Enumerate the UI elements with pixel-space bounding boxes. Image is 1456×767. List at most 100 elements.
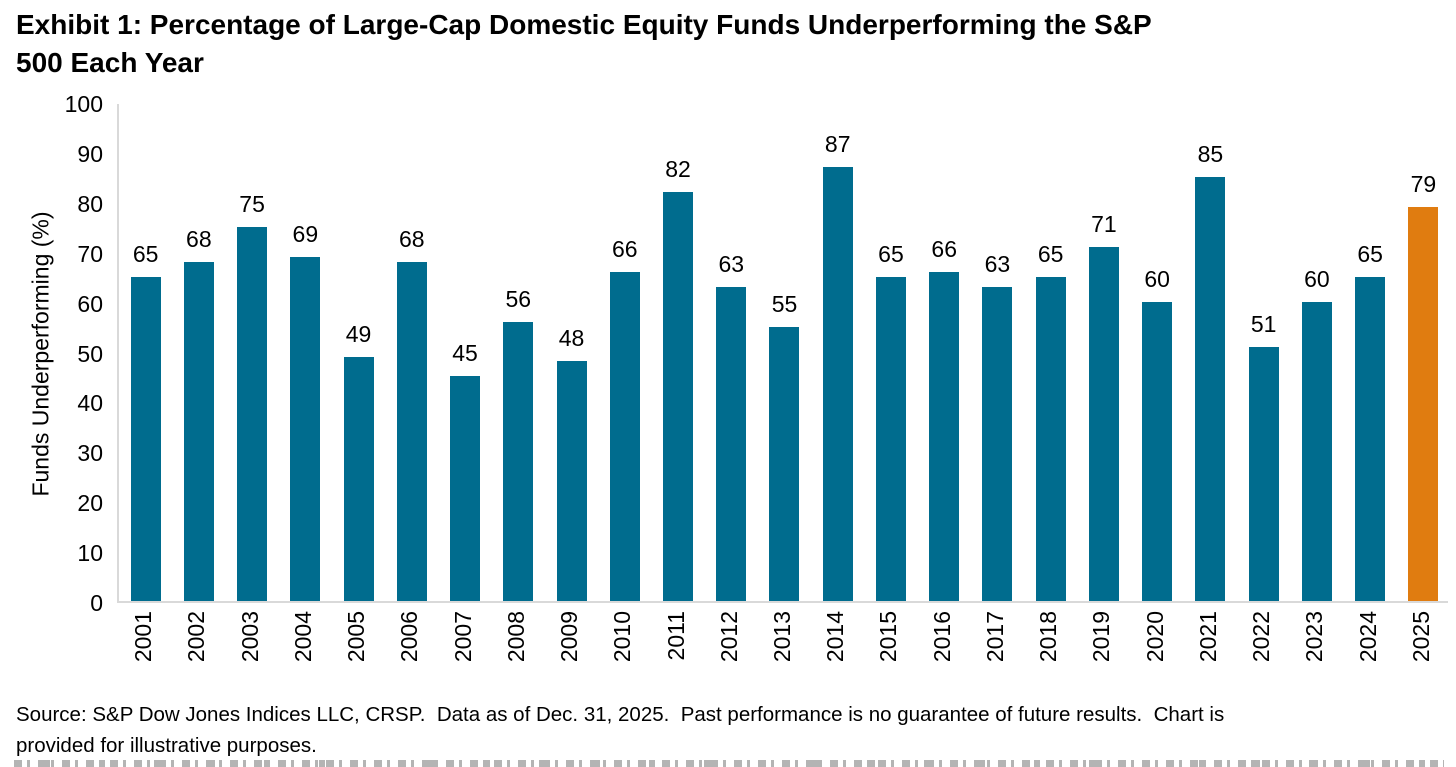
bar-2005 bbox=[343, 356, 374, 601]
y-tick-label: 30 bbox=[77, 440, 103, 467]
bar-slot: 85 bbox=[1184, 141, 1237, 601]
y-axis: 0 10 20 30 40 50 60 70 80 90 100 bbox=[0, 91, 103, 616]
bar-2012 bbox=[716, 286, 747, 601]
bar-2014 bbox=[822, 166, 853, 601]
bar-2003 bbox=[237, 226, 268, 601]
x-tick-label: 2017 bbox=[981, 611, 1008, 663]
x-tick-label: 2021 bbox=[1194, 611, 1221, 663]
bar-slot: 66 bbox=[598, 236, 651, 601]
bar-slot: 60 bbox=[1290, 266, 1343, 601]
chart-title-line2: 500 Each Year bbox=[16, 47, 204, 78]
bar-slot: 65 bbox=[119, 241, 172, 601]
bar-slot: 63 bbox=[705, 251, 758, 601]
x-tick-label: 2024 bbox=[1354, 611, 1381, 663]
bar-value-label: 45 bbox=[452, 340, 478, 367]
x-tick-label: 2014 bbox=[822, 611, 849, 663]
bar-value-label: 66 bbox=[611, 235, 638, 262]
bar-2021 bbox=[1195, 176, 1226, 601]
y-tick-label: 80 bbox=[77, 190, 103, 217]
bar-value-label: 63 bbox=[718, 250, 745, 277]
bar-2015 bbox=[875, 276, 906, 601]
bar-2016 bbox=[929, 271, 960, 601]
x-tick-label: 2007 bbox=[449, 611, 476, 663]
x-tick-label: 2015 bbox=[875, 611, 902, 663]
chart-title-line1: Exhibit 1: Percentage of Large-Cap Domes… bbox=[16, 9, 1152, 40]
bar-2017 bbox=[982, 286, 1013, 601]
y-tick-label: 10 bbox=[77, 540, 103, 567]
bar-slot: 65 bbox=[1344, 241, 1397, 601]
bar-value-label: 51 bbox=[1250, 310, 1277, 337]
x-tick-label: 2022 bbox=[1248, 611, 1275, 663]
bar-value-label: 56 bbox=[505, 285, 532, 312]
bar-value-label: 60 bbox=[1144, 265, 1170, 292]
bar-2001 bbox=[130, 276, 161, 601]
bar-2018 bbox=[1035, 276, 1066, 601]
y-tick-label: 0 bbox=[90, 590, 103, 616]
bar-value-label: 55 bbox=[771, 290, 798, 317]
bar-slot: 75 bbox=[225, 191, 278, 601]
bar-slot: 60 bbox=[1131, 266, 1184, 601]
x-tick-label: 2003 bbox=[236, 611, 263, 663]
y-tick-label: 20 bbox=[77, 490, 103, 517]
x-tick-label: 2012 bbox=[715, 611, 742, 663]
bar-slot: 56 bbox=[492, 286, 545, 601]
x-tick-label: 2002 bbox=[183, 611, 210, 663]
x-tick-label: 2019 bbox=[1088, 611, 1115, 663]
bar-value-label: 60 bbox=[1304, 265, 1330, 292]
bar-2022 bbox=[1248, 346, 1279, 601]
bar-2007 bbox=[450, 376, 481, 601]
source-note-line2: provided for illustrative purposes. bbox=[16, 734, 317, 757]
bar-value-label: 65 bbox=[132, 240, 159, 267]
bar-value-label: 69 bbox=[292, 220, 319, 247]
x-tick-label: 2010 bbox=[609, 611, 636, 663]
x-tick-label: 2004 bbox=[289, 611, 316, 663]
cutoff-text-row bbox=[14, 760, 1444, 767]
bar-slot: 51 bbox=[1237, 311, 1290, 601]
x-tick-label: 2013 bbox=[768, 611, 795, 663]
bar-value-label: 71 bbox=[1091, 210, 1117, 237]
bar-slot: 48 bbox=[545, 325, 598, 601]
x-tick-label: 2008 bbox=[502, 611, 529, 663]
bar-slot: 55 bbox=[758, 291, 811, 601]
bar-2011 bbox=[663, 191, 693, 601]
bar-2008 bbox=[503, 321, 534, 601]
bar-2024 bbox=[1355, 276, 1386, 601]
bar-2009 bbox=[556, 361, 587, 601]
bar-value-label: 82 bbox=[665, 155, 691, 182]
x-tick-label: 2009 bbox=[556, 611, 583, 663]
bar-2006 bbox=[396, 261, 427, 601]
bar-value-label: 87 bbox=[824, 130, 851, 157]
bar-value-label: 66 bbox=[931, 235, 957, 262]
bar-slot: 79 bbox=[1397, 171, 1450, 601]
y-tick-label: 90 bbox=[77, 140, 103, 167]
bar-value-label: 65 bbox=[1357, 240, 1383, 267]
source-note-line1: Source: S&P Dow Jones Indices LLC, CRSP.… bbox=[16, 703, 1225, 726]
bar-slot: 45 bbox=[438, 340, 491, 601]
x-tick-label: 2001 bbox=[130, 611, 157, 663]
bar-2013 bbox=[769, 326, 800, 601]
x-tick-label: 2006 bbox=[396, 611, 423, 663]
x-tick-label: 2005 bbox=[343, 611, 370, 663]
bar-value-label: 48 bbox=[558, 325, 585, 352]
bar-value-label: 65 bbox=[878, 240, 904, 267]
bar-slot: 87 bbox=[811, 131, 864, 601]
bar-chart: Funds Underperforming (%) 0 10 20 30 40 50 60 7… bbox=[0, 91, 1448, 677]
plot-area: 65 68 75 69 49 68 45 56 48 66 82 63 55 87 65 66 63 65 71 60… bbox=[117, 104, 1448, 603]
chart-title: Exhibit 1: Percentage of Large-Cap Domes… bbox=[16, 6, 1446, 82]
bar-value-label: 65 bbox=[1037, 240, 1064, 267]
x-tick-label: 2018 bbox=[1035, 611, 1062, 663]
bar-2002 bbox=[183, 261, 214, 601]
bar-value-label: 75 bbox=[239, 190, 265, 217]
bar-value-label: 63 bbox=[984, 250, 1011, 277]
bar-slot: 65 bbox=[864, 241, 917, 601]
x-axis: 2001 2002 2003 2004 2005 2006 2007 2008 2009 2010… bbox=[117, 611, 1448, 677]
y-tick-label: 70 bbox=[77, 240, 103, 267]
bar-slot: 49 bbox=[332, 321, 385, 601]
bar-slot: 82 bbox=[651, 156, 704, 601]
source-note: Source: S&P Dow Jones Indices LLC, CRSP.… bbox=[16, 699, 1446, 761]
x-tick-label: 2023 bbox=[1301, 611, 1328, 663]
bar-2020 bbox=[1142, 301, 1173, 601]
x-tick-label: 2025 bbox=[1407, 611, 1434, 663]
bar-value-label: 85 bbox=[1197, 140, 1224, 167]
bar-slot: 65 bbox=[1024, 241, 1077, 601]
